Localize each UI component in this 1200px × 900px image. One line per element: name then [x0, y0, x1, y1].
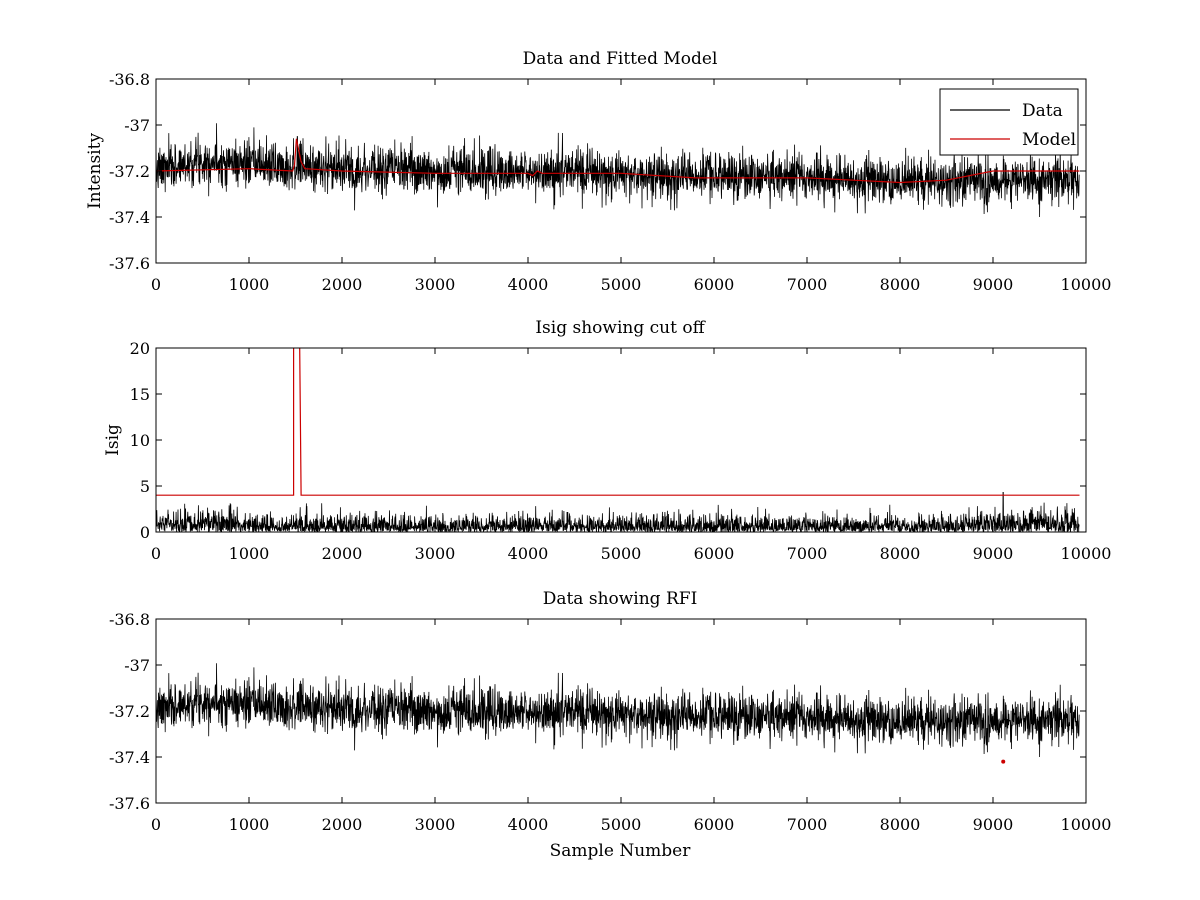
x-tick-label: 3000 — [415, 275, 456, 294]
x-tick-label: 9000 — [973, 275, 1014, 294]
series-line-isig — [156, 492, 1080, 532]
chart-title: Data showing RFI — [543, 589, 698, 609]
plot-area — [155, 347, 1087, 533]
y-tick-label: -36.8 — [109, 610, 150, 629]
panel-isig-showing-cut-off: Isig showing cut off Isig 0 1000 2000 3000 4… — [103, 318, 1111, 563]
x-tick-label: 4000 — [508, 275, 549, 294]
x-tick-label: 0 — [151, 544, 161, 563]
y-tick-label: -37.2 — [109, 162, 150, 181]
x-tick-label: 7000 — [787, 544, 828, 563]
legend: Data Model — [939, 88, 1079, 156]
y-tick-label: 5 — [140, 477, 150, 496]
legend-box — [939, 88, 1079, 156]
x-tick-label: 5000 — [601, 544, 642, 563]
x-tick-label: 5000 — [601, 815, 642, 834]
series-line-cut-off — [156, 348, 1080, 496]
x-tick-label: 2000 — [322, 544, 363, 563]
y-tick-label: 20 — [130, 339, 150, 358]
x-tick-label: 1000 — [229, 815, 270, 834]
x-tick-label: 1000 — [229, 544, 270, 563]
marker-rfi — [1001, 759, 1006, 764]
x-tick-label: 8000 — [880, 544, 921, 563]
x-tick-label: 10000 — [1061, 275, 1112, 294]
x-tick-label: 7000 — [787, 815, 828, 834]
y-tick-label: -37 — [124, 656, 150, 675]
y-tick-label: 10 — [130, 431, 150, 450]
chart-title: Data and Fitted Model — [523, 49, 718, 69]
chart-title: Isig showing cut off — [535, 318, 706, 338]
legend-label: Model — [1022, 130, 1076, 150]
legend-label: Data — [1022, 101, 1063, 121]
x-tick-label: 8000 — [880, 815, 921, 834]
y-tick-label: -37.4 — [109, 208, 150, 227]
x-tick-label: 6000 — [694, 815, 735, 834]
x-tick-label: 0 — [151, 275, 161, 294]
x-tick-label: 0 — [151, 815, 161, 834]
series-line-data — [156, 123, 1080, 218]
x-tick-label: 4000 — [508, 544, 549, 563]
x-tick-label: 3000 — [415, 815, 456, 834]
x-tick-label: 7000 — [787, 275, 828, 294]
x-tick-label: 5000 — [601, 275, 642, 294]
y-tick-label: -37.2 — [109, 702, 150, 721]
y-axis-label: Isig — [103, 424, 123, 456]
x-tick-label: 2000 — [322, 815, 363, 834]
y-tick-label: -37.4 — [109, 748, 150, 767]
x-tick-label: 10000 — [1061, 815, 1112, 834]
y-tick-label: -37.6 — [109, 254, 150, 273]
x-tick-label: 6000 — [694, 544, 735, 563]
panel-data-showing-rfi: Data showing RFI Sample Number 0 1000 2000… — [109, 589, 1111, 861]
x-tick-label: 4000 — [508, 815, 549, 834]
y-axis-label: Intensity — [85, 133, 105, 209]
x-tick-label: 10000 — [1061, 544, 1112, 563]
x-tick-label: 2000 — [322, 275, 363, 294]
y-tick-label: -37.6 — [109, 794, 150, 813]
series-line-model — [156, 138, 1080, 184]
y-tick-label: -37 — [124, 116, 150, 135]
series-line-data — [156, 663, 1080, 758]
y-tick-label: 0 — [140, 523, 150, 542]
x-tick-label: 3000 — [415, 544, 456, 563]
panel-data-and-fitted-model: Data and Fitted Model Intensity 0 1000 200… — [85, 49, 1111, 294]
x-tick-label: 6000 — [694, 275, 735, 294]
y-tick-label: -36.8 — [109, 70, 150, 89]
y-tick-label: 15 — [130, 385, 150, 404]
x-tick-label: 1000 — [229, 275, 270, 294]
x-tick-label: 8000 — [880, 275, 921, 294]
x-tick-label: 9000 — [973, 544, 1014, 563]
x-tick-label: 9000 — [973, 815, 1014, 834]
x-axis-label: Sample Number — [550, 841, 692, 861]
